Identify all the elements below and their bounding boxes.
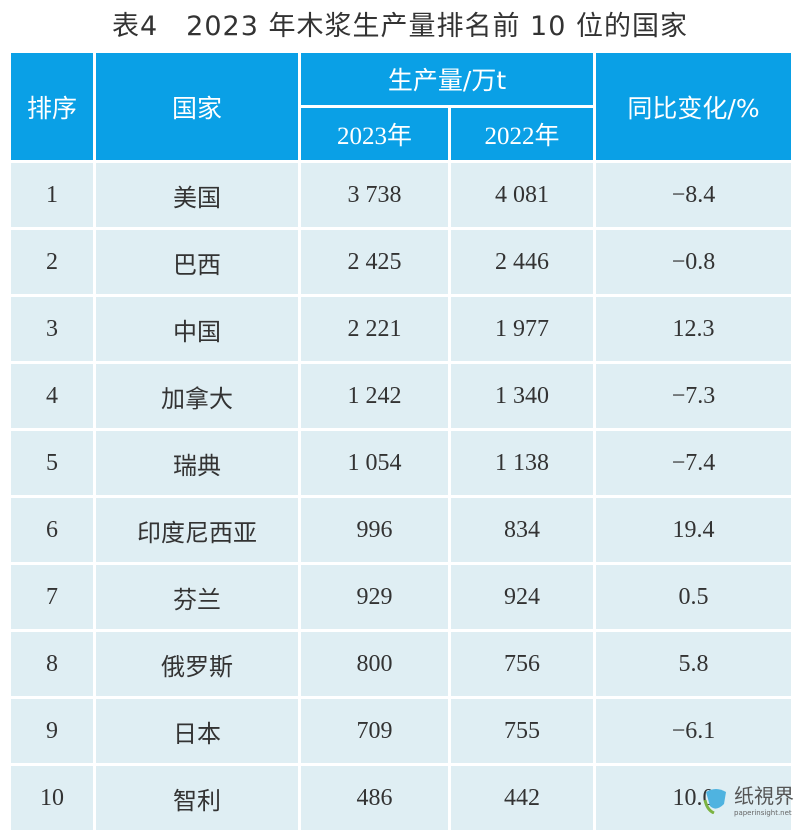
change-cell: −7.4 [596,431,791,495]
production-2022-cell: 755 [451,699,594,763]
change-cell: −6.1 [596,699,791,763]
rank-cell: 1 [11,163,93,227]
change-cell: 0.5 [596,565,791,629]
table-row: 4 加拿大 1 242 1 340 −7.3 [11,364,791,428]
production-2022-cell: 4 081 [451,163,594,227]
change-cell: 5.8 [596,632,791,696]
production-2023-cell: 1 054 [301,431,448,495]
country-cell: 印度尼西亚 [96,498,298,562]
production-2023-cell: 2 221 [301,297,448,361]
country-cell: 俄罗斯 [96,632,298,696]
production-2023-cell: 2 425 [301,230,448,294]
header-country: 国家 [96,53,298,160]
watermark: 纸視界 paperinsight.net [702,780,794,817]
country-cell: 芬兰 [96,565,298,629]
change-cell: 10.0 [596,766,791,830]
watermark-name: 纸視界 [734,784,794,808]
rank-cell: 2 [11,230,93,294]
table-row: 8 俄罗斯 800 756 5.8 [11,632,791,696]
country-cell: 智利 [96,766,298,830]
production-2023-cell: 3 738 [301,163,448,227]
pulp-production-table: 排序 国家 生产量/万t 同比变化/% 2023年 2022年 1 美国 3 738… [8,50,794,833]
production-2022-cell: 756 [451,632,594,696]
table-title: 表4 2023 年木浆生产量排名前 10 位的国家 [112,11,688,42]
change-cell: −8.4 [596,163,791,227]
production-2023-cell: 486 [301,766,448,830]
production-2022-cell: 1 977 [451,297,594,361]
country-cell: 美国 [96,163,298,227]
header-production: 生产量/万t [301,53,594,105]
table-row: 2 巴西 2 425 2 446 −0.8 [11,230,791,294]
production-2023-cell: 800 [301,632,448,696]
change-cell: −7.3 [596,364,791,428]
production-2022-cell: 442 [451,766,594,830]
production-2023-cell: 996 [301,498,448,562]
table-row: 9 日本 709 755 −6.1 [11,699,791,763]
header-2023: 2023年 [301,108,448,160]
rank-cell: 4 [11,364,93,428]
rank-cell: 5 [11,431,93,495]
production-2022-cell: 1 340 [451,364,594,428]
rank-cell: 3 [11,297,93,361]
production-2023-cell: 1 242 [301,364,448,428]
table-row: 5 瑞典 1 054 1 138 −7.4 [11,431,791,495]
change-cell: 12.3 [596,297,791,361]
production-2023-cell: 709 [301,699,448,763]
production-2023-cell: 929 [301,565,448,629]
rank-cell: 9 [11,699,93,763]
production-2022-cell: 1 138 [451,431,594,495]
production-2022-cell: 2 446 [451,230,594,294]
rank-cell: 7 [11,565,93,629]
header-rank: 排序 [11,53,93,160]
table-row: 7 芬兰 929 924 0.5 [11,565,791,629]
table-row: 10 智利 486 442 10.0 [11,766,791,830]
watermark-url: paperinsight.net [734,809,792,817]
production-2022-cell: 834 [451,498,594,562]
production-2022-cell: 924 [451,565,594,629]
country-cell: 巴西 [96,230,298,294]
header-2022: 2022年 [451,108,594,160]
watermark-logo-icon [703,788,726,814]
header-change: 同比变化/% [596,53,791,160]
table-row: 6 印度尼西亚 996 834 19.4 [11,498,791,562]
table-row: 1 美国 3 738 4 081 −8.4 [11,163,791,227]
country-cell: 加拿大 [96,364,298,428]
change-cell: −0.8 [596,230,791,294]
table-row: 3 中国 2 221 1 977 12.3 [11,297,791,361]
rank-cell: 10 [11,766,93,830]
country-cell: 瑞典 [96,431,298,495]
country-cell: 中国 [96,297,298,361]
country-cell: 日本 [96,699,298,763]
rank-cell: 8 [11,632,93,696]
change-cell: 19.4 [596,498,791,562]
rank-cell: 6 [11,498,93,562]
